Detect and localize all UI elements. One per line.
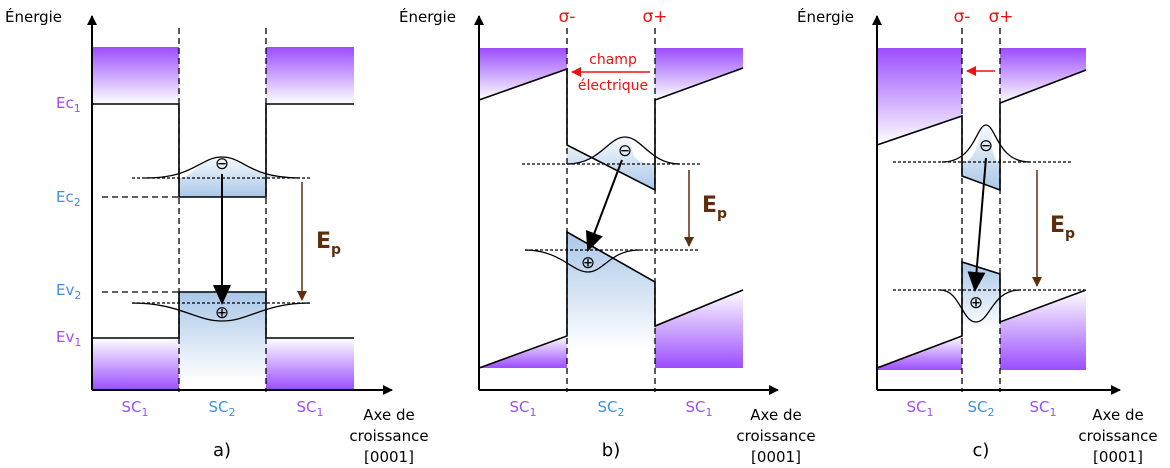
ev2-label: Ev2 xyxy=(56,281,81,302)
sc2-valence-well-fill xyxy=(567,232,655,350)
sigma-minus-label: σ- xyxy=(954,7,971,27)
panel-b-label: b) xyxy=(602,440,620,461)
sc1-right-valence-band-fill xyxy=(266,338,354,390)
valence-band-edge xyxy=(876,260,1087,369)
sc1-left-conduction-band-fill xyxy=(92,47,179,104)
sc2-conduction-well-fill xyxy=(179,157,300,197)
valence-band-edge xyxy=(478,230,744,369)
energy-axis-label: Énergie xyxy=(5,7,62,26)
growth-axis-label-line2: croissance xyxy=(349,427,428,445)
hole-symbol: ⊕ xyxy=(969,293,983,313)
ep-label: Ep xyxy=(1050,213,1075,242)
sc1-right-label: SC1 xyxy=(1030,398,1057,419)
sc2-label: SC2 xyxy=(209,398,236,419)
sc1-right-valence-band-fill xyxy=(1000,290,1086,370)
recombination-arrow xyxy=(585,159,623,252)
growth-axis-label-line1: Axe de xyxy=(363,406,414,424)
sc1-left-valence-band-fill xyxy=(92,338,179,390)
sc2-label: SC2 xyxy=(968,398,995,419)
hole-wavefunction xyxy=(131,302,311,322)
sigma-plus-label: σ+ xyxy=(642,7,667,27)
sigma-minus-label: σ- xyxy=(559,7,576,27)
electron-wavefunction xyxy=(144,156,301,179)
growth-axis-label-line2: croissance xyxy=(736,427,815,445)
ev1-label: Ev1 xyxy=(56,328,81,349)
sc1-right-conduction-band-fill xyxy=(266,47,354,104)
electron-wavefunction xyxy=(566,136,681,165)
growth-axis-label-line3: [0001] xyxy=(751,448,801,466)
field-label-line1: champ xyxy=(589,52,637,68)
hole-symbol: ⊕ xyxy=(581,253,595,273)
sc2-valence-well-fill xyxy=(179,292,266,382)
sc1-right-conduction-band-fill xyxy=(1000,48,1086,103)
sc1-left-label: SC1 xyxy=(510,398,537,419)
sc1-right-label: SC1 xyxy=(297,398,324,419)
sc2-conduction-well-fill xyxy=(567,137,655,190)
growth-axis-label-line3: [0001] xyxy=(1093,448,1143,466)
sc1-left-label: SC1 xyxy=(907,398,934,419)
growth-axis-label-line2: croissance xyxy=(1078,427,1157,445)
sc1-right-conduction-band-fill xyxy=(655,48,743,100)
ep-label: Ep xyxy=(702,193,727,222)
sc1-right-label: SC1 xyxy=(686,398,713,419)
growth-axis-label-line1: Axe de xyxy=(750,406,801,424)
sc2-label: SC2 xyxy=(598,398,625,419)
sigma-plus-label: σ+ xyxy=(988,7,1013,27)
sc1-left-conduction-band-fill xyxy=(479,48,567,100)
growth-axis-label-line3: [0001] xyxy=(364,448,414,466)
recombination-arrow xyxy=(967,157,987,292)
ec1-label: Ec1 xyxy=(56,94,81,115)
conduction-band-edge xyxy=(876,69,1087,192)
electron-symbol: ⊖ xyxy=(618,141,632,161)
panel-b: Énergie σ- σ+ champ électrique ⊖ ⊕ Ep SC… xyxy=(399,7,816,466)
sc1-left-label: SC1 xyxy=(122,398,149,419)
electron-wavefunction xyxy=(941,124,1031,163)
ec2-label: Ec2 xyxy=(56,188,81,209)
energy-axis-label: Énergie xyxy=(797,7,854,26)
panel-c-label: c) xyxy=(973,440,990,461)
sc1-left-conduction-band-fill xyxy=(877,48,962,145)
electron-symbol: ⊖ xyxy=(215,154,229,174)
electron-symbol: ⊖ xyxy=(979,136,993,156)
field-label-line2: électrique xyxy=(578,78,648,94)
sc2-conduction-well-fill xyxy=(962,125,1000,190)
energy-axis-label: Énergie xyxy=(399,7,456,26)
hole-symbol: ⊕ xyxy=(215,303,229,323)
hole-wavefunction xyxy=(524,249,641,273)
ep-label: Ep xyxy=(316,229,341,258)
sc1-right-valence-band-fill xyxy=(655,290,743,368)
growth-axis-label-line1: Axe de xyxy=(1092,406,1143,424)
panel-c: Énergie σ- σ+ ⊖ ⊕ Ep SC1 SC2 SC1 Axe de … xyxy=(797,7,1158,466)
panel-a: Énergie Ec1 Ec2 Ev2 Ev1 ⊖ ⊕ Ep SC1 SC2 S… xyxy=(5,7,429,466)
panel-a-label: a) xyxy=(213,440,231,461)
hole-wavefunction xyxy=(939,289,1021,323)
conduction-band-edge xyxy=(478,67,744,192)
